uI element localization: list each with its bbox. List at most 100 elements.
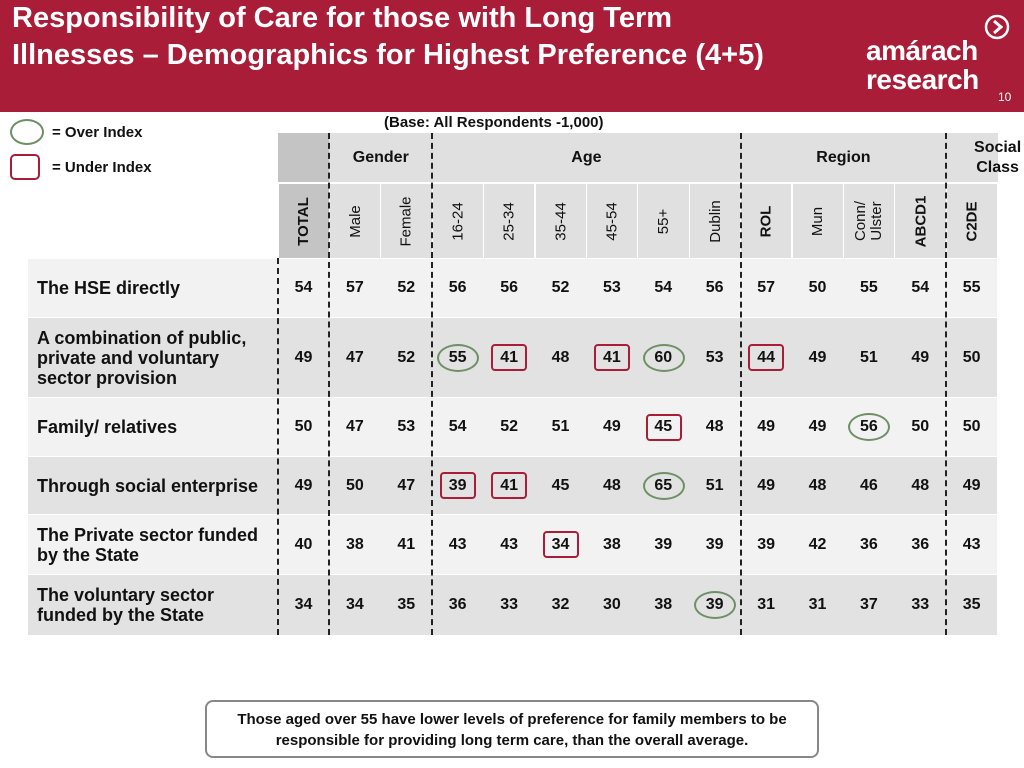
- cell-value: 54: [911, 279, 930, 296]
- over-index-oval-icon: [10, 119, 44, 145]
- column-header-rol: ROL: [741, 184, 792, 258]
- column-header-label: 55+: [654, 208, 672, 234]
- cell-value: 38: [654, 596, 673, 613]
- under-index-rect-icon: [10, 154, 40, 180]
- cell-value: 39: [448, 476, 467, 494]
- cell-value: 48: [602, 476, 621, 494]
- column-header-dublin: Dublin: [689, 184, 741, 258]
- column-header-label: TOTAL: [295, 196, 313, 246]
- column-header-label: Male: [346, 204, 364, 238]
- cell-value: 33: [911, 596, 930, 613]
- cell-value: 34: [551, 535, 570, 553]
- cell-value: 34: [294, 596, 313, 613]
- key-finding-note: Those aged over 55 have lower levels of …: [205, 700, 819, 758]
- over-index-marker: [642, 343, 685, 372]
- under-index-marker: [594, 344, 631, 371]
- page-number: 10: [998, 90, 1012, 104]
- cell-value: 50: [345, 476, 364, 494]
- cell-value: 56: [500, 279, 518, 296]
- cell-value: 49: [962, 476, 981, 494]
- cell-value: 35: [962, 596, 981, 613]
- cell-value: 49: [757, 476, 775, 494]
- column-header-label: Dublin: [706, 199, 724, 243]
- column-header-label: C2DE: [963, 200, 981, 242]
- cell-value: 49: [808, 348, 827, 366]
- cell-value: 51: [551, 418, 570, 435]
- cell-value: 30: [602, 596, 621, 613]
- under-index-marker: [439, 472, 476, 499]
- cell-value: 53: [602, 279, 621, 296]
- cell-value: 45: [551, 476, 570, 494]
- column-header-male: Male: [329, 184, 381, 258]
- cell-value: 50: [294, 418, 313, 435]
- column-header-label: Conn/ Ulster: [852, 200, 886, 242]
- column-header-label: 45-54: [603, 201, 621, 241]
- cell-value: 57: [757, 279, 775, 296]
- group-header-band: [329, 133, 998, 182]
- cell-value: 35: [397, 596, 416, 613]
- column-group-divider: [945, 133, 948, 635]
- cell-value: 40: [294, 535, 313, 553]
- cell-value: 57: [345, 279, 364, 296]
- cell-value: 32: [551, 596, 570, 613]
- cell-value: 54: [654, 279, 673, 296]
- column-header-55-: 55+: [638, 184, 689, 258]
- slide-title: Responsibility of Care for those with Lo…: [12, 2, 764, 71]
- group-header-region: Region: [816, 148, 871, 166]
- cell-value: 44: [757, 348, 775, 366]
- group-header-social-class: Social Class: [974, 138, 1022, 176]
- cell-value: 49: [757, 418, 775, 435]
- column-group-divider: [431, 133, 434, 635]
- cell-value: 43: [500, 535, 518, 553]
- under-index-marker: [645, 413, 682, 441]
- column-header-c2de: C2DE: [946, 184, 998, 258]
- cell-value: 43: [448, 535, 467, 553]
- legend-under: = Under Index: [10, 154, 152, 180]
- cell-value: 56: [705, 279, 724, 296]
- logo-line-1: amárach: [866, 35, 978, 66]
- cell-value: 48: [551, 348, 570, 366]
- row-label: A combination of public, private and vol…: [37, 327, 247, 388]
- cell-value: 52: [500, 418, 518, 435]
- cell-value: 45: [654, 418, 673, 435]
- under-index-marker: [491, 344, 528, 371]
- cell-value: 56: [448, 279, 467, 296]
- table-row: [28, 457, 997, 514]
- under-index-marker: [542, 531, 579, 558]
- legend-over-label: = Over Index: [52, 123, 143, 141]
- cell-value: 46: [859, 476, 878, 494]
- cell-value: 36: [448, 596, 467, 613]
- cell-value: 38: [345, 535, 364, 553]
- brand-logo: amárach research: [866, 36, 979, 94]
- cell-value: 50: [962, 418, 981, 435]
- row-label: The voluntary sector funded by the State: [37, 585, 215, 625]
- cell-value: 48: [705, 418, 724, 435]
- column-group-divider: [739, 133, 742, 635]
- column-header-label: 25-34: [500, 201, 518, 241]
- column-header-total: TOTAL: [278, 184, 329, 258]
- cell-value: 43: [962, 535, 981, 553]
- logo-arrow-icon: [984, 14, 1010, 40]
- column-header-mun: Mun: [792, 184, 843, 258]
- cell-value: 51: [705, 476, 724, 494]
- column-header-abcd1: ABCD1: [895, 184, 946, 258]
- cell-value: 50: [962, 348, 981, 366]
- cell-value: 31: [757, 596, 775, 613]
- column-header-label: Mun: [809, 206, 827, 236]
- column-header-label: ABCD1: [912, 195, 929, 247]
- cell-value: 39: [654, 535, 673, 553]
- legend-over: = Over Index: [10, 119, 142, 145]
- column-header-label: ROL: [757, 205, 775, 237]
- column-header-female: Female: [381, 184, 432, 258]
- title-banner: Responsibility of Care for those with Lo…: [0, 0, 1024, 112]
- over-index-marker: [436, 343, 479, 372]
- cell-value: 53: [397, 418, 416, 435]
- cell-value: 54: [294, 279, 313, 296]
- row-label: Family/ relatives: [37, 417, 178, 437]
- group-header-age: Age: [571, 148, 602, 166]
- column-header-25-34: 25-34: [484, 184, 535, 258]
- cell-value: 52: [397, 348, 416, 366]
- cell-value: 41: [397, 535, 416, 553]
- under-index-marker: [491, 472, 528, 499]
- table-row: [28, 318, 997, 397]
